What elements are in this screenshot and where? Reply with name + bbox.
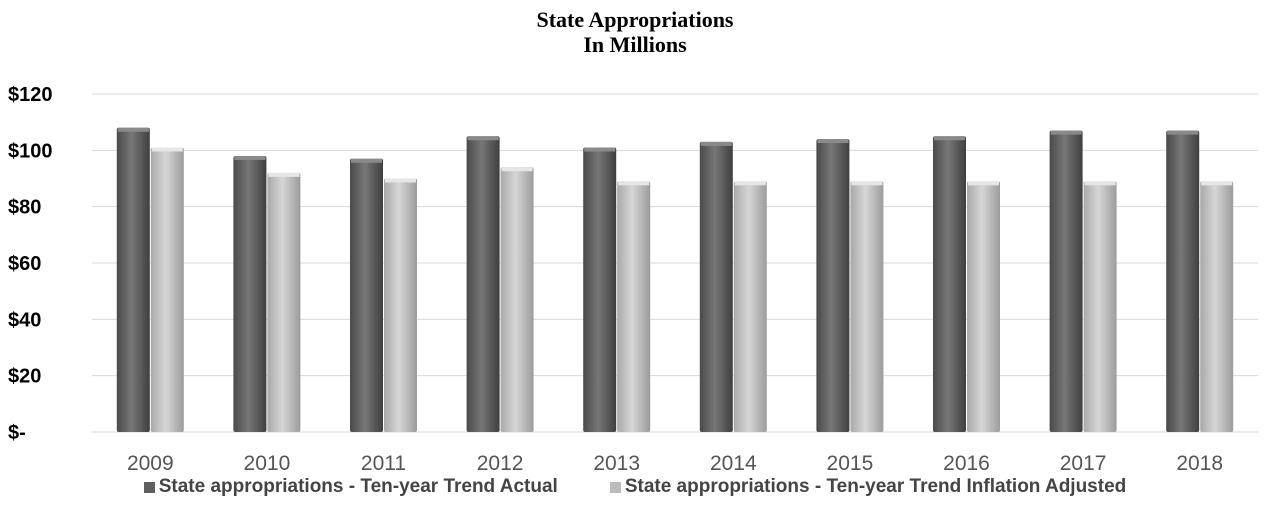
x-tick-label: 2015 <box>827 452 874 470</box>
x-tick-label: 2014 <box>710 452 757 470</box>
bar-inflation-adjusted-2009 <box>150 147 184 432</box>
bar-body <box>967 181 1000 432</box>
bar-inflation-adjusted-2017 <box>1083 181 1117 432</box>
legend: State appropriations - Ten-year Trend Ac… <box>0 472 1270 502</box>
bar-top-bevel <box>968 181 999 186</box>
bar-actual-2011 <box>350 158 383 433</box>
bar-inflation-adjusted-2010 <box>267 172 301 432</box>
bar-body <box>466 136 500 432</box>
bar-body <box>1083 181 1117 432</box>
gridlines <box>92 93 1258 433</box>
legend-label-actual: State appropriations - Ten-year Trend Ac… <box>158 476 558 497</box>
x-tick-label: 2017 <box>1060 452 1107 470</box>
bar-top-bevel <box>1201 181 1233 186</box>
y-axis-labels: $- $20 $40 $60 $80 $100 $120 <box>8 84 53 444</box>
legend-item-actual: State appropriations - Ten-year Trend Ac… <box>143 476 558 498</box>
legend-swatch-actual <box>143 481 155 493</box>
bar-body <box>1049 130 1083 432</box>
legend-label-inflation-adjusted: State appropriations - Ten-year Trend In… <box>624 476 1127 497</box>
y-tick-label: $60 <box>8 253 41 275</box>
bar-top-bevel <box>117 127 149 132</box>
bar-actual-2012 <box>466 136 500 432</box>
y-tick-label: $40 <box>8 309 41 331</box>
bar-body <box>500 167 534 432</box>
chart-title: State Appropriations <box>536 7 734 32</box>
bars <box>116 127 1234 433</box>
y-tick-label: $80 <box>8 197 41 219</box>
x-tick-label: 2011 <box>361 452 406 470</box>
y-tick-label: $- <box>8 422 26 444</box>
bar-top-bevel <box>1050 130 1082 135</box>
legend-swatch-inflation-adjusted <box>609 481 621 493</box>
bar-inflation-adjusted-2013 <box>617 181 651 432</box>
bar-top-bevel <box>934 136 965 141</box>
bar-inflation-adjusted-2011 <box>384 178 417 432</box>
x-axis-labels: 2009 2010 2011 2012 2013 2014 2015 2016 2017 2018 <box>127 452 1223 470</box>
bar-body <box>350 158 383 433</box>
bar-top-bevel <box>618 181 650 186</box>
bar-body <box>617 181 651 432</box>
bar-body <box>233 155 267 432</box>
x-tick-label: 2016 <box>943 452 990 470</box>
bar-top-bevel <box>268 172 300 177</box>
bar-actual-2009 <box>116 127 150 433</box>
bar-body <box>733 181 767 432</box>
bar-inflation-adjusted-2014 <box>733 181 767 432</box>
y-tick-label: $120 <box>8 84 53 106</box>
bar-body <box>816 139 850 433</box>
bar-body <box>583 147 617 432</box>
x-tick-label: 2012 <box>477 452 524 470</box>
bar-body <box>1166 130 1200 432</box>
bar-top-bevel <box>851 181 883 186</box>
x-tick-label: 2010 <box>244 452 291 470</box>
bar-actual-2010 <box>233 155 267 432</box>
bar-actual-2015 <box>816 139 850 433</box>
bar-actual-2016 <box>933 136 966 432</box>
bar-top-bevel <box>1167 130 1199 135</box>
x-tick-label: 2013 <box>593 452 640 470</box>
bar-top-bevel <box>1084 181 1116 186</box>
chart-subtitle: In Millions <box>583 32 687 57</box>
bar-body <box>933 136 966 432</box>
bar-top-bevel <box>385 178 416 183</box>
y-tick-label: $100 <box>8 140 53 162</box>
bar-body <box>267 172 301 432</box>
bar-top-bevel <box>467 136 499 141</box>
bar-inflation-adjusted-2016 <box>967 181 1000 432</box>
bar-actual-2014 <box>699 141 733 432</box>
bar-top-bevel <box>734 181 766 186</box>
legend-item-inflation-adjusted: State appropriations - Ten-year Trend In… <box>609 476 1127 498</box>
bar-top-bevel <box>817 139 849 144</box>
bar-actual-2017 <box>1049 130 1083 432</box>
bar-top-bevel <box>351 158 382 163</box>
bar-body <box>116 127 150 433</box>
bar-top-bevel <box>151 147 183 152</box>
bar-actual-2013 <box>583 147 617 432</box>
bar-top-bevel <box>501 167 533 172</box>
bar-top-bevel <box>584 147 616 152</box>
bar-chart: $-$20$40$60$80$100$120 2009 2010 2011 2012 2… <box>8 84 1258 470</box>
x-tick-label: 2018 <box>1176 452 1223 470</box>
bar-body <box>850 181 884 432</box>
bar-top-bevel <box>700 141 732 146</box>
bar-inflation-adjusted-2018 <box>1200 181 1234 432</box>
bar-body <box>699 141 733 432</box>
bar-inflation-adjusted-2015 <box>850 181 884 432</box>
bar-top-bevel <box>234 155 266 160</box>
bar-body <box>1200 181 1234 432</box>
bar-inflation-adjusted-2012 <box>500 167 534 432</box>
bar-actual-2018 <box>1166 130 1200 432</box>
x-tick-label: 2009 <box>127 452 174 470</box>
bar-body <box>384 178 417 432</box>
bar-body <box>150 147 184 432</box>
y-tick-label: $20 <box>8 366 41 388</box>
